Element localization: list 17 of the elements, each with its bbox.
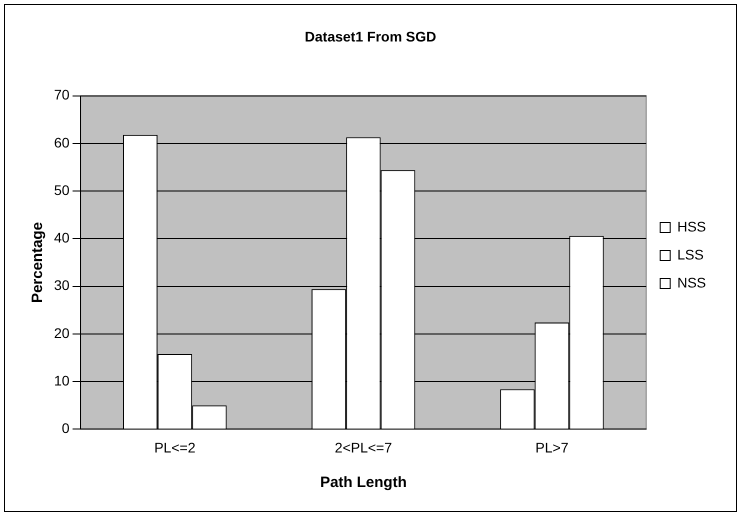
legend-label: LSS [677, 246, 704, 262]
x-tick-label: PL<=2 [154, 439, 196, 456]
x-tick-label: PL>7 [535, 439, 569, 456]
chart-title: Dataset1 From SGD [304, 28, 436, 44]
x-axis-title: Path Length [320, 474, 407, 492]
legend-label: NSS [677, 274, 706, 290]
y-tick-label: 10 [54, 372, 70, 388]
y-tick-label: 60 [54, 134, 70, 150]
y-tick-label: 40 [54, 230, 70, 246]
y-tick-label: 30 [54, 277, 70, 294]
y-tick-label: 20 [54, 324, 70, 341]
y-tick-label: 0 [62, 420, 70, 436]
y-tick-label: 70 [54, 86, 70, 103]
y-axis-title: Percentage [29, 222, 46, 303]
legend-label: HSS [677, 218, 706, 234]
y-tick-label: 50 [54, 182, 70, 198]
x-tick-label: 2<PL<=7 [334, 439, 392, 456]
